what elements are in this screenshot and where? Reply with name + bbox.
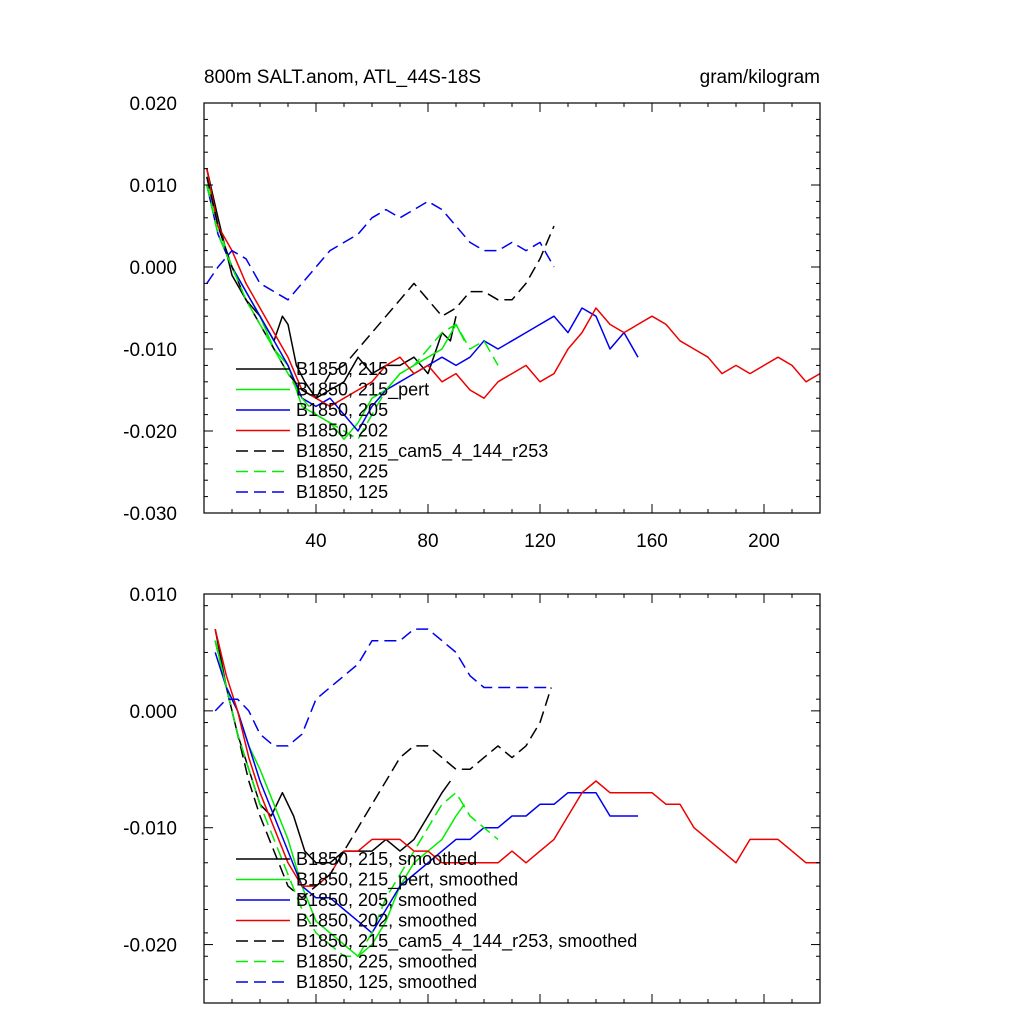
top-chart-title: 800m SALT.anom, ATL_44S-18S <box>204 67 481 88</box>
x-tick-label-0-3: 160 <box>636 531 668 552</box>
series-line-1-6 <box>214 628 552 747</box>
series-line-1-0 <box>214 628 452 864</box>
y-tick-label-1-0: -0.020 <box>123 936 177 957</box>
legend-label-1-6: B1850, 125, smoothed <box>296 972 477 992</box>
x-tick-label-0-1: 80 <box>417 531 438 552</box>
legend-label-0-3: B1850, 202 <box>296 421 388 441</box>
x-tick-label-0-4: 200 <box>748 531 780 552</box>
series-line-1-5 <box>214 640 499 958</box>
top-panel: 800m SALT.anom, ATL_44S-18S gram/kilogra… <box>123 67 821 552</box>
series-line-0-0 <box>206 168 457 399</box>
legend-label-1-3: B1850, 202, smoothed <box>296 911 477 931</box>
y-tick-label-0-3: 0.000 <box>129 258 177 279</box>
y-tick-label-0-1: -0.020 <box>123 422 177 443</box>
top-chart-units: gram/kilogram <box>700 67 820 88</box>
y-tick-label-0-0: -0.030 <box>123 504 177 525</box>
series-line-1-2 <box>214 652 638 934</box>
legend-label-1-4: B1850, 215_cam5_4_144_r253, smoothed <box>296 931 637 952</box>
legend-label-0-5: B1850, 225 <box>296 462 388 482</box>
series-line-0-6 <box>206 200 555 301</box>
legend-label-1-0: B1850, 215, smoothed <box>296 849 477 869</box>
y-tick-label-1-1: -0.010 <box>123 819 177 840</box>
x-tick-label-0-2: 120 <box>524 531 556 552</box>
legend-label-1-1: B1850, 215_pert, smoothed <box>296 870 518 891</box>
series-line-0-5 <box>206 184 499 440</box>
series-line-1-3 <box>214 628 820 887</box>
legend-label-1-5: B1850, 225, smoothed <box>296 952 477 972</box>
y-tick-label-1-3: 0.010 <box>129 585 177 606</box>
legend-label-0-4: B1850, 215_cam5_4_144_r253 <box>296 441 548 462</box>
legend-label-0-0: B1850, 215 <box>296 359 388 379</box>
y-tick-label-0-2: -0.010 <box>123 340 177 361</box>
series-line-1-4 <box>214 640 552 899</box>
legend-label-0-6: B1850, 125 <box>296 482 388 502</box>
y-tick-label-1-2: 0.000 <box>129 702 177 723</box>
y-tick-label-0-5: 0.020 <box>129 94 177 115</box>
legend-label-1-2: B1850, 205, smoothed <box>296 890 477 910</box>
legend-label-0-2: B1850, 205 <box>296 400 388 420</box>
y-tick-label-0-4: 0.010 <box>129 176 177 197</box>
bottom-panel: -0.020 -0.010 0.000 0.010 B1850, 215, smooth… <box>123 585 821 1004</box>
x-tick-label-0-0: 40 <box>305 531 326 552</box>
legend-label-0-1: B1850, 215_pert <box>296 380 429 401</box>
